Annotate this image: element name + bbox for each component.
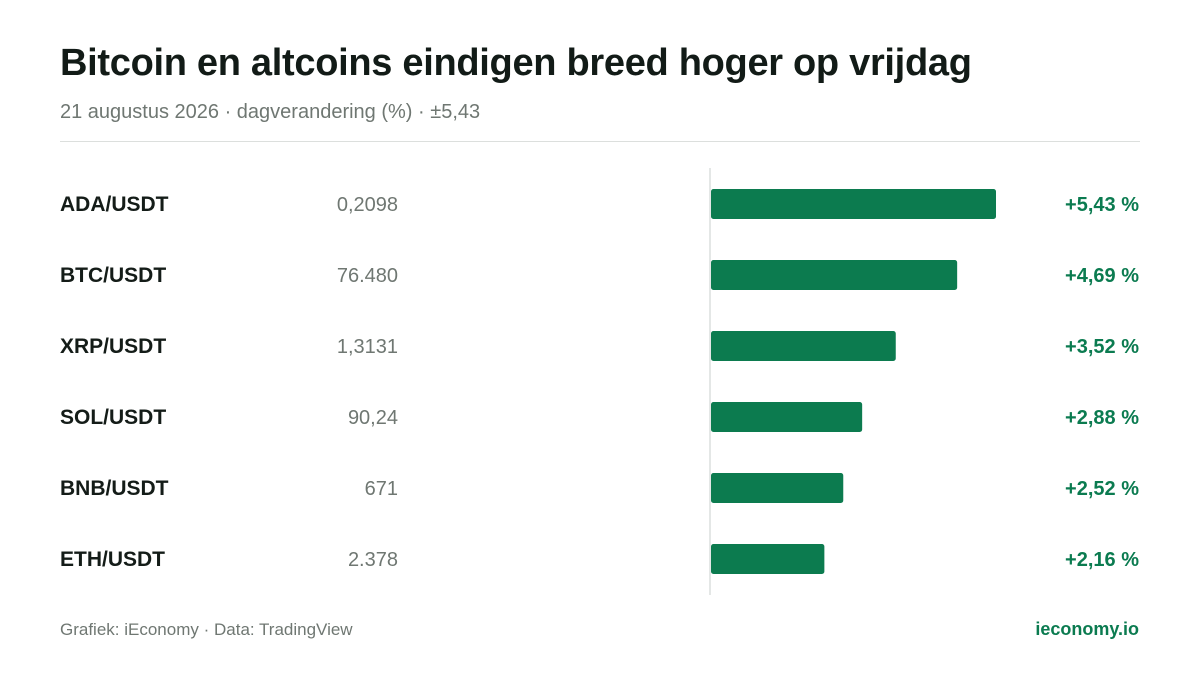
category-label: XRP/USDT: [60, 335, 166, 358]
value-label: +2,16 %: [1065, 549, 1139, 571]
bar: [711, 473, 844, 503]
category-label: ETH/USDT: [60, 548, 165, 571]
price-label: 1,3131: [337, 336, 398, 358]
chart-title: Bitcoin en altcoins eindigen breed hoger…: [60, 42, 972, 84]
chart-subtitle: 21 augustus 2026 · dagverandering (%) · …: [60, 101, 481, 123]
price-label: 76.480: [337, 265, 398, 287]
bar: [711, 544, 825, 574]
header-divider: [60, 141, 1140, 142]
value-label: +4,69 %: [1065, 265, 1139, 287]
footer-brand-link[interactable]: ieconomy.io: [1035, 619, 1139, 639]
category-label: BNB/USDT: [60, 477, 169, 500]
value-label: +2,88 %: [1065, 407, 1139, 429]
value-label: +3,52 %: [1065, 336, 1139, 358]
bar: [711, 189, 996, 219]
price-label: 671: [365, 478, 398, 500]
category-label: BTC/USDT: [60, 264, 166, 287]
value-label: +5,43 %: [1065, 194, 1139, 216]
bar: [711, 260, 958, 290]
footer-credit: Grafiek: iEconomy · Data: TradingView: [60, 620, 353, 639]
price-label: 90,24: [348, 407, 398, 429]
bar: [711, 331, 896, 361]
category-label: SOL/USDT: [60, 406, 166, 429]
bar: [711, 402, 863, 432]
price-label: 2.378: [348, 549, 398, 571]
category-label: ADA/USDT: [60, 193, 169, 216]
price-label: 0,2098: [337, 194, 398, 216]
value-label: +2,52 %: [1065, 478, 1139, 500]
